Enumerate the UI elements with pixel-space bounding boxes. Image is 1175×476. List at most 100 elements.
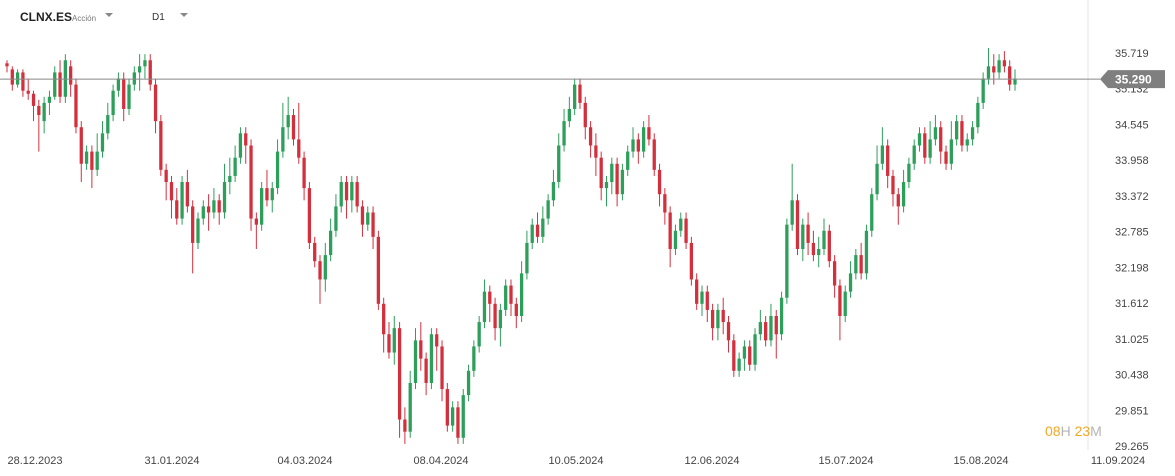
candle-body [827, 230, 831, 262]
candle-body [546, 200, 550, 219]
candle-body [153, 84, 158, 122]
candle-body [233, 157, 237, 176]
candle-body [270, 188, 274, 201]
candle-body [795, 200, 800, 250]
candle-body [201, 206, 205, 219]
candle-body [939, 127, 943, 152]
candle-body [228, 175, 232, 183]
candle-body [758, 322, 762, 335]
candle-body [334, 206, 338, 231]
symbol-label[interactable]: CLNX.ES [20, 10, 73, 24]
candle-body [705, 291, 709, 310]
candle-body [854, 255, 858, 274]
candle-body [976, 102, 980, 128]
candle-body [519, 273, 524, 316]
candle-body [63, 60, 68, 97]
candle-body [254, 218, 258, 225]
candle-body [578, 84, 582, 103]
x-tick-label: 11.09.2024 [1091, 455, 1145, 467]
candle-body [599, 157, 603, 189]
candle-body [673, 230, 678, 250]
y-tick-label: 34.545 [1115, 119, 1149, 131]
candle-body [244, 133, 248, 146]
x-tick-label: 15.07.2024 [818, 455, 873, 467]
candle-body [450, 407, 455, 426]
x-tick-label: 08.04.2024 [413, 455, 468, 467]
candle-body [212, 200, 216, 213]
candle-body [641, 127, 646, 152]
candle-body [525, 242, 529, 274]
candle-body [461, 395, 465, 438]
candle-body [700, 291, 704, 304]
candle-body [769, 315, 773, 341]
candle-body [286, 115, 290, 128]
timeframe-dropdown-chevron-icon[interactable] [180, 13, 188, 17]
candle-body [307, 188, 312, 243]
candle-body [95, 151, 99, 170]
y-tick-label: 31.025 [1115, 334, 1149, 346]
candle-body [679, 218, 683, 231]
candle-body [297, 139, 301, 158]
candle-body [413, 340, 418, 383]
candle-body [137, 66, 142, 73]
candle-body [657, 169, 662, 195]
candle-body [1002, 60, 1007, 67]
candle-body [541, 218, 545, 237]
candle-body [652, 139, 656, 170]
candle-body [615, 163, 619, 195]
timeframe-label[interactable]: D1 [152, 12, 165, 23]
candle-body [291, 115, 296, 140]
y-tick-label: 32.785 [1115, 227, 1149, 239]
candle-body [371, 212, 375, 237]
candle-body [328, 230, 333, 256]
candle-body [339, 182, 343, 207]
candle-body [456, 407, 460, 438]
symbol-dropdown-chevron-icon[interactable] [105, 13, 113, 17]
candle-body [79, 127, 83, 164]
candle-body [817, 249, 821, 256]
y-tick-label: 33.958 [1115, 155, 1149, 167]
candle-body [742, 346, 747, 359]
candle-body [626, 151, 630, 170]
candle-body [344, 182, 349, 201]
candle-body [588, 127, 593, 146]
candle-body [238, 133, 243, 158]
candle-body [408, 382, 412, 432]
candles-group [5, 48, 1017, 444]
candle-body [58, 72, 62, 97]
candle-body [435, 334, 439, 347]
candle-body [143, 60, 147, 67]
candle-body [488, 291, 492, 304]
candle-body [912, 145, 916, 164]
candle-body [132, 72, 136, 85]
candle-body [992, 66, 996, 73]
candle-body [710, 309, 715, 329]
candle-body [764, 322, 768, 341]
candle-body [376, 236, 381, 304]
candle-body [907, 163, 911, 183]
candle-body [127, 84, 131, 109]
candle-body [21, 72, 25, 91]
candle-body [429, 334, 434, 383]
candle-body [620, 169, 625, 195]
x-tick-label: 12.06.2024 [684, 455, 739, 467]
candle-body [106, 115, 110, 134]
candle-body [748, 346, 752, 365]
candle-body [647, 127, 651, 140]
candle-body [466, 370, 471, 396]
candle-body [472, 346, 476, 371]
candle-body [100, 133, 105, 152]
candle-body [493, 303, 497, 329]
candle-body [164, 169, 168, 183]
x-tick-label: 28.12.2023 [7, 455, 62, 467]
y-tick-label: 30.438 [1115, 370, 1149, 382]
candle-body [965, 139, 969, 146]
candle-body [896, 194, 900, 207]
candle-body [265, 188, 269, 201]
candle-body [504, 285, 508, 310]
candle-body [498, 309, 503, 329]
candle-body [366, 212, 370, 225]
x-tick-label: 15.08.2024 [953, 455, 1008, 467]
candle-body [986, 66, 991, 79]
